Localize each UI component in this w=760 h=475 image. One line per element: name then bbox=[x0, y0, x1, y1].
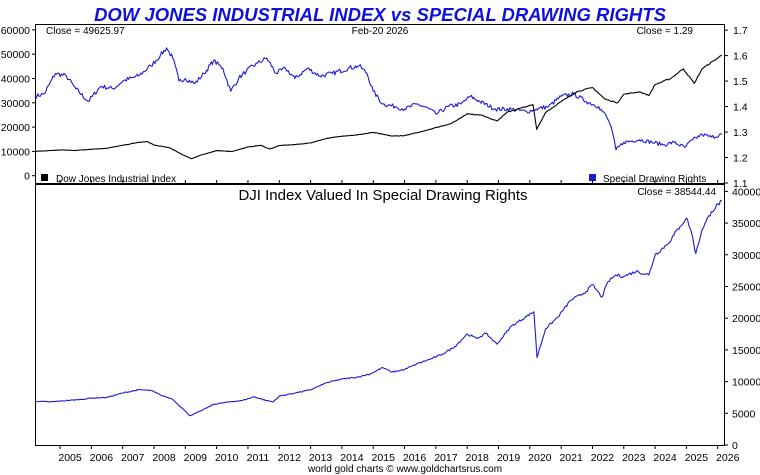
x-tick-label: 2026 bbox=[716, 452, 740, 464]
x-tick-label: 2009 bbox=[184, 452, 208, 464]
y-left-tick-label: 30000 bbox=[1, 98, 30, 110]
ratio-axis-tick-label: 20000 bbox=[732, 313, 760, 325]
ratio-axis-tick-label: 10000 bbox=[732, 377, 760, 389]
x-tick-label: 2015 bbox=[372, 452, 396, 464]
y-left-tick-label: 10000 bbox=[1, 146, 30, 158]
y-left-tick-label: 50000 bbox=[1, 49, 30, 61]
y-left-tick-label: 40000 bbox=[1, 73, 30, 85]
ratio-axis-tick-label: 40000 bbox=[732, 186, 760, 198]
ratio-axis-tick-label: 35000 bbox=[732, 218, 760, 230]
x-tick-label: 2014 bbox=[340, 452, 364, 464]
y-left-tick-label: 20000 bbox=[1, 122, 30, 134]
y-left-tick-label: 0 bbox=[24, 171, 30, 183]
y-right-tick-label: 1.6 bbox=[733, 51, 748, 63]
x-tick-label: 2011 bbox=[247, 452, 270, 464]
ratio-axis-tick-label: 25000 bbox=[732, 281, 760, 293]
date-label: Feb-20 2026 bbox=[352, 26, 409, 37]
x-tick-label: 2010 bbox=[215, 452, 239, 464]
x-tick-label: 2020 bbox=[528, 452, 552, 464]
chart-marks: 2005 2006 2007 2008 2009 2010 2011 2012 2013 2014… bbox=[1, 25, 760, 464]
x-tick-label: 2023 bbox=[622, 452, 646, 464]
legend-swatch-sdr bbox=[589, 174, 596, 181]
ratio-axis-tick-label: 5000 bbox=[732, 408, 756, 420]
dji-close-readout: Close = 49625.97 bbox=[46, 26, 125, 37]
y-right-tick-label: 1.7 bbox=[733, 25, 748, 37]
legend-label-sdr: Special Drawing Rights bbox=[603, 174, 706, 185]
x-tick-label: 2008 bbox=[152, 452, 176, 464]
x-tick-label: 2018 bbox=[466, 452, 490, 464]
x-tick-label: 2017 bbox=[434, 452, 458, 464]
y-right-tick-label: 1.3 bbox=[733, 127, 748, 139]
x-tick-label: 2024 bbox=[653, 452, 677, 464]
x-tick-label: 2019 bbox=[497, 452, 521, 464]
x-tick-label: 2012 bbox=[278, 452, 302, 464]
legend-swatch-dji bbox=[41, 174, 48, 181]
y-right-tick-label: 1.4 bbox=[733, 102, 748, 114]
dji-series-line bbox=[34, 54, 723, 160]
y-right-tick-label: 1.1 bbox=[733, 178, 748, 190]
x-tick-label: 2007 bbox=[121, 452, 145, 464]
x-tick-label: 2021 bbox=[559, 452, 583, 464]
y-left-tick-label: 60000 bbox=[1, 25, 30, 37]
x-tick-label: 2006 bbox=[90, 452, 114, 464]
ratio-axis-tick-label: 15000 bbox=[732, 345, 760, 357]
x-tick-label: 2016 bbox=[403, 452, 427, 464]
y-right-tick-label: 1.2 bbox=[733, 153, 748, 165]
ratio-close-readout: Close = 38544.44 bbox=[637, 187, 716, 198]
dji-in-sdr-series-line bbox=[34, 199, 722, 417]
top-panel-frame bbox=[35, 24, 725, 184]
x-tick-label: 2025 bbox=[685, 452, 709, 464]
ratio-axis-tick-label: 0 bbox=[732, 440, 738, 452]
chart-title: DOW JONES INDUSTRIAL INDEX vs SPECIAL DR… bbox=[94, 4, 667, 25]
bottom-chart-title: DJI Index Valued In Special Drawing Righ… bbox=[238, 187, 527, 204]
x-tick-label: 2005 bbox=[58, 452, 82, 464]
sdr-series-line bbox=[34, 47, 723, 151]
ratio-axis-tick-label: 30000 bbox=[732, 250, 760, 262]
sdr-close-readout: Close = 1.29 bbox=[637, 26, 694, 37]
legend-label-dji: Dow Jones Industrial Index bbox=[56, 174, 176, 185]
x-tick-label: 2022 bbox=[591, 452, 615, 464]
y-right-tick-label: 1.5 bbox=[733, 76, 748, 88]
bottom-panel-frame bbox=[35, 184, 725, 446]
x-tick-label: 2013 bbox=[309, 452, 333, 464]
footer-credit: world gold charts © www.goldchartsrus.co… bbox=[307, 464, 502, 475]
